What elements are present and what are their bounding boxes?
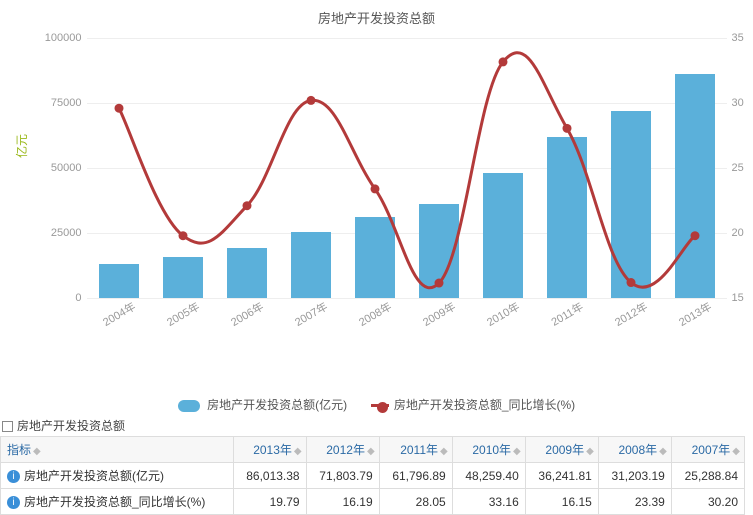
table-header-cell[interactable]: 2010年◆ bbox=[452, 437, 525, 463]
table-row: i房地产开发投资总额_同比增长(%)19.7916.1928.0533.1616… bbox=[1, 489, 745, 515]
line-marker bbox=[114, 104, 123, 113]
table-caption-row: 房地产开发投资总额 bbox=[2, 417, 753, 434]
chart-title: 房地产开发投资总额 bbox=[7, 8, 747, 27]
y-left-tick: 0 bbox=[32, 292, 82, 304]
table-header-cell[interactable]: 2011年◆ bbox=[379, 437, 452, 463]
row-label-cell: i房地产开发投资总额(亿元) bbox=[1, 463, 234, 489]
table-cell: 16.19 bbox=[306, 489, 379, 515]
y-right-tick: 15 bbox=[732, 292, 753, 304]
table-header-cell[interactable]: 2009年◆ bbox=[525, 437, 598, 463]
y-right-tick: 20 bbox=[732, 227, 753, 239]
y-left-tick: 75000 bbox=[32, 97, 82, 109]
info-icon[interactable]: i bbox=[7, 470, 20, 483]
line-marker bbox=[562, 124, 571, 133]
table-header-cell[interactable]: 2008年◆ bbox=[598, 437, 671, 463]
table-cell: 30.20 bbox=[671, 489, 744, 515]
line-marker bbox=[434, 279, 443, 288]
table-cell: 31,203.19 bbox=[598, 463, 671, 489]
line-marker bbox=[242, 201, 251, 210]
line-marker bbox=[306, 96, 315, 105]
table-header-cell[interactable]: 2012年◆ bbox=[306, 437, 379, 463]
y-right-tick: 35 bbox=[732, 32, 753, 44]
table-cell: 86,013.38 bbox=[233, 463, 306, 489]
row-label-cell: i房地产开发投资总额_同比增长(%) bbox=[1, 489, 234, 515]
table-cell: 48,259.40 bbox=[452, 463, 525, 489]
table-header-first[interactable]: 指标◆ bbox=[1, 437, 234, 463]
table-header-cell[interactable]: 2007年◆ bbox=[671, 437, 744, 463]
table-row: i房地产开发投资总额(亿元)86,013.3871,803.7961,796.8… bbox=[1, 463, 745, 489]
y-left-tick: 50000 bbox=[32, 162, 82, 174]
plot-area bbox=[87, 38, 727, 298]
table-cell: 19.79 bbox=[233, 489, 306, 515]
line-path bbox=[119, 53, 695, 288]
legend-label-bar: 房地产开发投资总额(亿元) bbox=[207, 398, 347, 412]
legend: 房地产开发投资总额(亿元) 房地产开发投资总额_同比增长(%) bbox=[0, 396, 753, 413]
line-layer bbox=[87, 38, 727, 298]
data-table: 指标◆2013年◆2012年◆2011年◆2010年◆2009年◆2008年◆2… bbox=[0, 436, 745, 515]
legend-label-line: 房地产开发投资总额_同比增长(%) bbox=[394, 398, 575, 412]
y-right-tick: 30 bbox=[732, 97, 753, 109]
y-left-tick: 100000 bbox=[32, 32, 82, 44]
legend-swatch-bar bbox=[178, 400, 200, 412]
table-caption-checkbox[interactable] bbox=[2, 421, 13, 432]
table-cell: 61,796.89 bbox=[379, 463, 452, 489]
table-cell: 71,803.79 bbox=[306, 463, 379, 489]
line-marker bbox=[370, 184, 379, 193]
y-axis-left-label: 亿元 bbox=[13, 134, 30, 158]
line-marker bbox=[626, 278, 635, 287]
line-marker bbox=[690, 231, 699, 240]
table-cell: 23.39 bbox=[598, 489, 671, 515]
chart-container: 房地产开发投资总额 亿元 025000500007500010000015202… bbox=[7, 8, 747, 358]
table-cell: 33.16 bbox=[452, 489, 525, 515]
y-left-tick: 25000 bbox=[32, 227, 82, 239]
table-cell: 16.15 bbox=[525, 489, 598, 515]
table-cell: 36,241.81 bbox=[525, 463, 598, 489]
table-cell: 28.05 bbox=[379, 489, 452, 515]
table-header-cell[interactable]: 2013年◆ bbox=[233, 437, 306, 463]
line-marker bbox=[498, 57, 507, 66]
table-header-row: 指标◆2013年◆2012年◆2011年◆2010年◆2009年◆2008年◆2… bbox=[1, 437, 745, 463]
table-body: i房地产开发投资总额(亿元)86,013.3871,803.7961,796.8… bbox=[1, 463, 745, 515]
gridline bbox=[87, 298, 727, 299]
table-cell: 25,288.84 bbox=[671, 463, 744, 489]
y-right-tick: 25 bbox=[732, 162, 753, 174]
legend-item-line: 房地产开发投资总额_同比增长(%) bbox=[371, 396, 576, 413]
legend-swatch-line bbox=[371, 404, 389, 407]
table-caption: 房地产开发投资总额 bbox=[17, 419, 125, 433]
legend-item-bar: 房地产开发投资总额(亿元) bbox=[178, 396, 347, 413]
line-marker bbox=[178, 231, 187, 240]
